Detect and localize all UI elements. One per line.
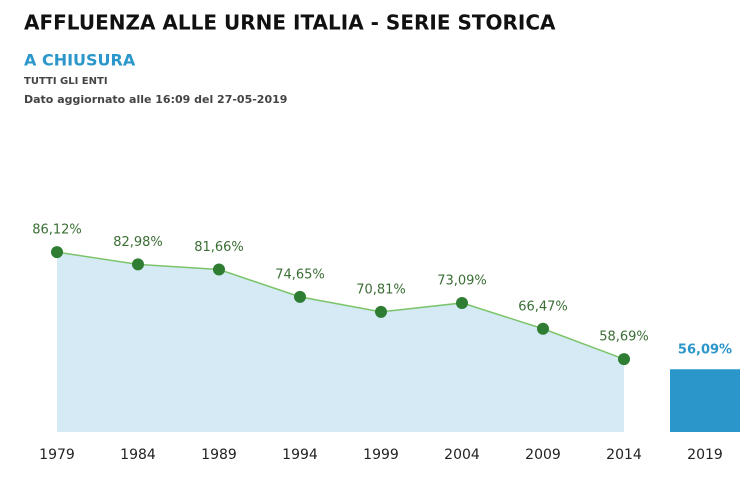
x-tick-label: 1989 [201, 447, 237, 463]
point [456, 296, 468, 309]
x-tick-label: 1979 [39, 447, 75, 463]
bar [670, 369, 740, 432]
point [294, 290, 306, 303]
x-tick-label: 2019 [687, 447, 723, 463]
data-label: 82,98% [113, 235, 163, 250]
x-tick-label: 2014 [606, 447, 642, 463]
scope-label: TUTTI GLI ENTI [24, 76, 108, 87]
x-tick-label: 2009 [525, 447, 561, 463]
data-label: 86,12% [32, 223, 82, 238]
chart-title: AFFLUENZA ALLE URNE ITALIA - SERIE STORI… [24, 11, 556, 35]
point [618, 353, 630, 366]
point [537, 322, 549, 335]
point [375, 305, 387, 318]
data-label: 56,09% [678, 343, 732, 358]
x-tick-label: 1984 [120, 447, 156, 463]
x-tick-label: 1994 [282, 447, 318, 463]
line [56, 251, 625, 360]
area-fill [57, 252, 624, 432]
point [51, 246, 63, 259]
update-note: Dato aggiornato alle 16:09 del 27-05-201… [24, 93, 287, 106]
point [132, 258, 144, 271]
data-label: 73,09% [437, 273, 487, 288]
x-tick-label: 1999 [363, 447, 399, 463]
data-label: 70,81% [356, 282, 406, 297]
chart-subtitle: A CHIUSURA [24, 51, 136, 70]
x-tick-label: 2004 [444, 447, 480, 463]
point [213, 263, 225, 276]
data-label: 58,69% [599, 330, 649, 345]
data-label: 81,66% [194, 240, 244, 255]
data-label: 66,47% [518, 299, 568, 314]
data-label: 74,65% [275, 267, 325, 282]
